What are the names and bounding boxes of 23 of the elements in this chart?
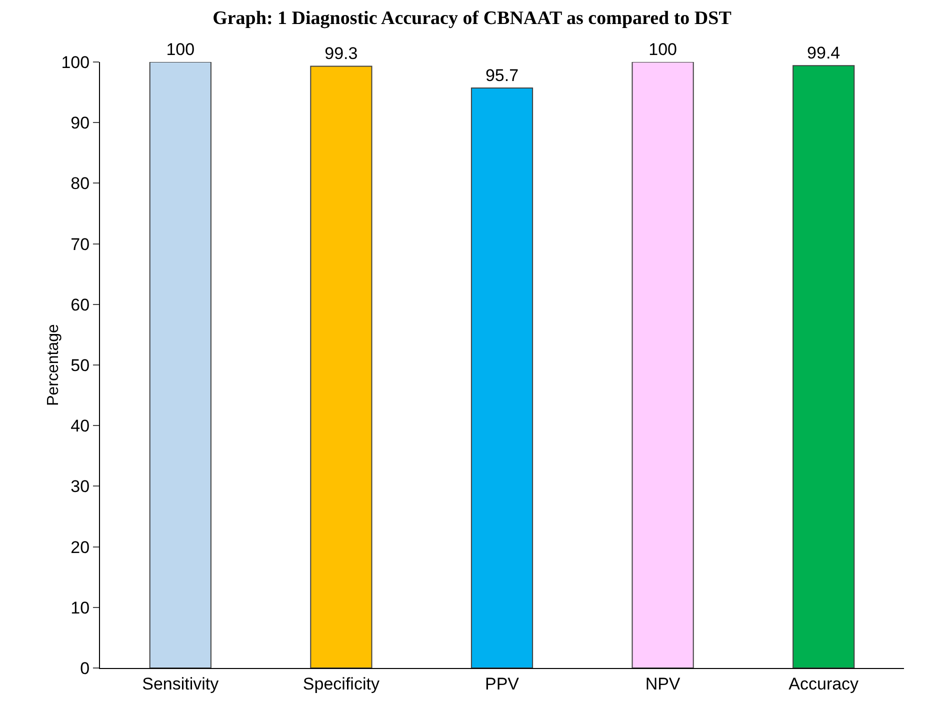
x-tick-label: NPV [645, 674, 681, 694]
y-tick-label: 90 [70, 114, 90, 133]
y-axis-title: Percentage [45, 324, 62, 406]
y-tick-label: 10 [70, 598, 90, 618]
y-tick-label: 40 [70, 416, 90, 436]
data-label: 95.7 [485, 66, 519, 86]
y-tick-label: 20 [70, 538, 90, 557]
x-tick-label: Sensitivity [142, 674, 220, 694]
data-label: 99.3 [324, 44, 358, 64]
data-label: 99.4 [807, 44, 840, 63]
y-tick-label: 70 [70, 234, 90, 254]
data-label: 100 [166, 40, 195, 59]
y-tick-label: 0 [80, 658, 90, 678]
data-label: 100 [648, 40, 677, 59]
chart-title: Graph: 1 Diagnostic Accuracy of CBNAAT as compared to DST [212, 8, 732, 29]
y-tick-label: 30 [70, 477, 90, 496]
y-tick-label: 60 [70, 295, 90, 314]
x-tick-label: Specificity [302, 674, 380, 694]
y-tick-label: 50 [70, 356, 90, 375]
x-tick-label: PPV [484, 674, 520, 694]
x-tick-label: Accuracy [788, 674, 860, 694]
y-tick-label: 80 [70, 174, 90, 194]
y-tick-label: 100 [61, 52, 90, 72]
